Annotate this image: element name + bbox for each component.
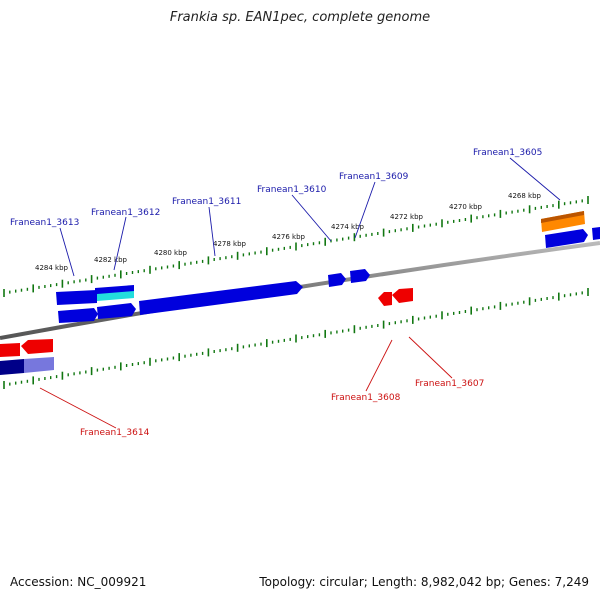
gene-franean1-3609[interactable] [350, 269, 370, 283]
topology-text: Topology: circular; Length: 8,982,042 bp… [259, 575, 589, 589]
gene-label-3611[interactable]: Franean1_3611 [172, 197, 241, 207]
gene-franean1-3615[interactable] [21, 339, 53, 354]
kbp-label-4272: 4272 kbp [390, 213, 424, 221]
gene-label-3608[interactable]: Franean1_3608 [331, 393, 401, 403]
kbp-label-4270: 4270 kbp [449, 203, 483, 211]
leader-3609 [354, 181, 376, 239]
gene-label-3609[interactable]: Franean1_3609 [339, 172, 409, 182]
leader-3613 [59, 227, 75, 277]
kbp-label-4280: 4280 kbp [154, 249, 188, 257]
tick-row-reverse [3, 288, 589, 389]
kbp-label-4284: 4284 kbp [35, 264, 69, 272]
gene-franean1-3607[interactable] [378, 292, 392, 306]
leader-3607 [408, 336, 453, 379]
leader-3614 [39, 387, 117, 429]
kbp-label-4274: 4274 kbp [331, 223, 365, 231]
genome-title: Frankia sp. EAN1pec, complete genome [169, 10, 431, 25]
leader-lines [39, 157, 561, 429]
tick-row-forward [3, 196, 589, 297]
gene-franean1-3613b[interactable] [58, 308, 98, 323]
kbp-label-4278: 4278 kbp [213, 240, 247, 248]
gene-orange-top [541, 211, 584, 223]
kbp-label-4268: 4268 kbp [508, 192, 542, 200]
gene-navy[interactable] [0, 359, 24, 375]
kbp-label-4276: 4276 kbp [272, 233, 306, 241]
gene-label-3605[interactable]: Franean1_3605 [473, 148, 542, 158]
gene-label-3607[interactable]: Franean1_3607 [415, 379, 484, 389]
gene-label-3614[interactable]: Franean1_3614 [80, 428, 150, 438]
kbp-label-4282: 4282 kbp [94, 256, 128, 264]
gene-franean1-3612-cyan [97, 291, 134, 301]
accession-text: Accession: NC_009921 [10, 575, 147, 589]
gene-franean1-3611[interactable] [139, 281, 303, 315]
leader-3610 [291, 194, 332, 242]
leader-3611 [208, 206, 216, 257]
gene-franean1-3605[interactable] [545, 229, 588, 248]
leader-3612 [113, 216, 127, 271]
gene-label-3610[interactable]: Franean1_3610 [257, 185, 327, 195]
gene-franean1-3614[interactable] [0, 343, 20, 357]
forward-genes [56, 211, 600, 323]
gene-label-3613[interactable]: Franean1_3613 [10, 218, 79, 228]
gene-franean1-3610[interactable] [328, 273, 346, 287]
gene-franean1-3612b[interactable] [97, 303, 136, 319]
gene-franean1-3608[interactable] [392, 288, 413, 303]
gene-label-3612[interactable]: Franean1_3612 [91, 208, 160, 218]
gene-franean1-3613[interactable] [56, 290, 97, 305]
gene-franean1-3604[interactable] [592, 227, 600, 240]
reverse-genes [0, 288, 413, 375]
leader-3605 [509, 157, 561, 201]
gene-lavender[interactable] [24, 357, 54, 373]
leader-3608 [365, 339, 393, 392]
